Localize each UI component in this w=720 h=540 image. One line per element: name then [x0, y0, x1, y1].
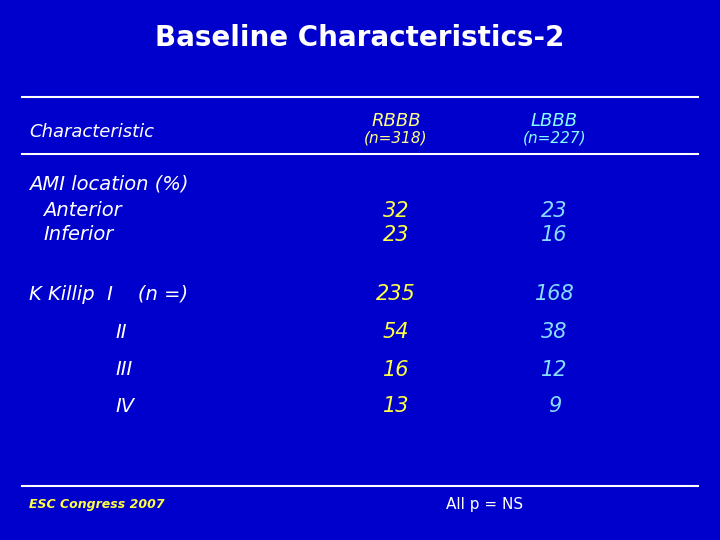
Text: Anterior: Anterior	[43, 201, 122, 220]
Text: II: II	[115, 322, 127, 342]
Text: LBBB: LBBB	[531, 112, 578, 131]
Text: RBBB: RBBB	[372, 112, 420, 131]
Text: 54: 54	[383, 322, 409, 342]
Text: 16: 16	[383, 360, 409, 380]
Text: Characteristic: Characteristic	[29, 123, 154, 141]
Text: Inferior: Inferior	[43, 225, 114, 245]
Text: 32: 32	[383, 200, 409, 221]
Text: Baseline Characteristics-2: Baseline Characteristics-2	[156, 24, 564, 52]
Text: 168: 168	[534, 284, 575, 305]
Text: III: III	[115, 360, 132, 380]
Text: (n=227): (n=227)	[523, 130, 586, 145]
Text: 23: 23	[383, 225, 409, 245]
Text: 13: 13	[383, 396, 409, 416]
Text: 9: 9	[548, 396, 561, 416]
Text: 23: 23	[541, 200, 567, 221]
Text: ESC Congress 2007: ESC Congress 2007	[29, 498, 164, 511]
Text: 12: 12	[541, 360, 567, 380]
Text: K Killip  I    (n =): K Killip I (n =)	[29, 285, 188, 304]
Text: 235: 235	[376, 284, 416, 305]
Text: AMI location (%): AMI location (%)	[29, 174, 189, 193]
Text: All p = NS: All p = NS	[446, 497, 523, 512]
Text: 38: 38	[541, 322, 567, 342]
Text: (n=318): (n=318)	[364, 130, 428, 145]
Text: IV: IV	[115, 396, 135, 416]
Text: 16: 16	[541, 225, 567, 245]
